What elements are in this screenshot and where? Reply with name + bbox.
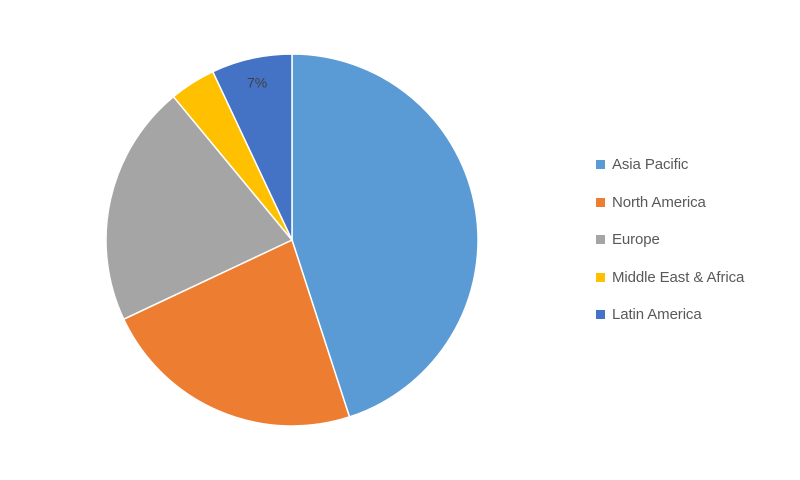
chart-legend: Asia Pacific North America Europe Middle… xyxy=(596,152,744,340)
legend-item-north-america: North America xyxy=(596,190,744,215)
pie-data-labels: 7% xyxy=(247,75,267,91)
legend-item-europe: Europe xyxy=(596,227,744,252)
legend-label-asia-pacific: Asia Pacific xyxy=(612,156,689,173)
legend-item-latin-america: Latin America xyxy=(596,302,744,327)
legend-swatch-asia-pacific xyxy=(596,160,605,169)
legend-item-middle-east-africa: Middle East & Africa xyxy=(596,265,744,290)
pie-slices xyxy=(105,53,479,427)
legend-label-latin-america: Latin America xyxy=(612,306,702,323)
pie-slice-europe xyxy=(105,95,293,320)
legend-swatch-middle-east-africa xyxy=(596,272,605,282)
pie-slice-latin-america xyxy=(212,53,293,241)
pie-slice-north-america xyxy=(122,239,351,427)
legend-swatch-latin-america xyxy=(596,310,605,319)
legend-label-north-america: North America xyxy=(612,193,706,211)
legend-label-europe: Europe xyxy=(612,231,660,248)
pie-slice-asia-pacific xyxy=(291,53,479,418)
legend-swatch-europe xyxy=(596,235,605,244)
legend-label-middle-east-africa: Middle East & Africa xyxy=(612,268,745,286)
legend-item-asia-pacific: Asia Pacific xyxy=(596,152,744,177)
data-label-latin-america: 7% xyxy=(247,75,267,91)
legend-swatch-north-america xyxy=(596,197,605,207)
